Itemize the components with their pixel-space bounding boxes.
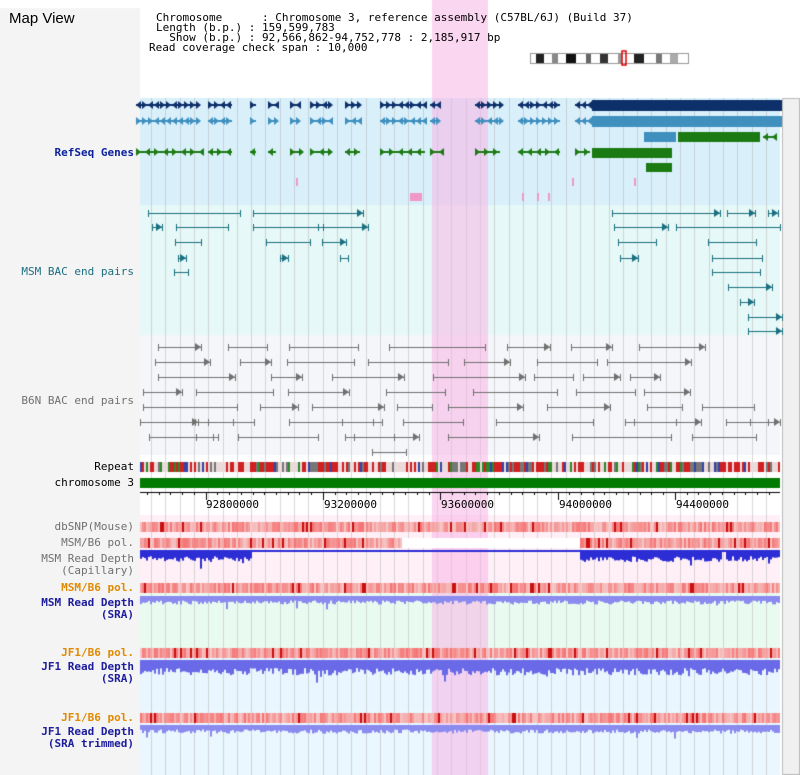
track-label-jf1-depth-sra-sub: (SRA) (100, 672, 134, 685)
track-label-msm-depth-cap-sub: (Capillary) (61, 564, 134, 577)
axis-tick-label: 94000000 (559, 498, 612, 511)
axis-tick-label: 94400000 (676, 498, 729, 511)
page-title: Map View (9, 10, 75, 27)
axis-tick-label: 93600000 (441, 498, 494, 511)
track-label-jf1-b6-pol-1[interactable]: JF1/B6 pol. (61, 646, 134, 659)
track-label-msm-depth-sra[interactable]: MSM Read Depth (41, 596, 134, 609)
track-label-refseq-genes[interactable]: RefSeq Genes (54, 146, 134, 159)
track-label-msm-depth-sra-sub: (SRA) (100, 608, 134, 621)
track-label-msm-depth-cap[interactable]: MSM Read Depth (41, 552, 134, 565)
track-label-jf1-depth-trim-sub: (SRA trimmed) (47, 737, 134, 750)
track-label-jf1-depth-trim[interactable]: JF1 Read Depth (41, 725, 134, 738)
track-label-msm-b6-pol-2[interactable]: MSM/B6 pol. (61, 581, 134, 594)
track-label-repeat: Repeat (94, 460, 134, 473)
axis-tick-label: 92800000 (206, 498, 259, 511)
track-label-msm-bac[interactable]: MSM BAC end pairs (21, 265, 134, 278)
track-label-jf1-depth-sra[interactable]: JF1 Read Depth (41, 660, 134, 673)
axis-tick-label: 93200000 (324, 498, 377, 511)
show-range-info: Show (b.p.) : 92,566,862-94,752,778 : 2,… (156, 31, 501, 44)
track-label-chromosome: chromosome 3 (54, 476, 134, 489)
track-label-b6n-bac[interactable]: B6N BAC end pairs (21, 394, 134, 407)
length-info: Length (b.p.) : 159,599,783 (156, 21, 335, 34)
coverage-span-info: Read coverage check span : 10,000 (149, 41, 368, 54)
chromosome-info: Chromosome : Chromosome 3, reference ass… (156, 11, 633, 24)
track-label-msm-b6-pol-1[interactable]: MSM/B6 pol. (61, 536, 134, 549)
track-label-jf1-b6-pol-2[interactable]: JF1/B6 pol. (61, 711, 134, 724)
track-label-dbsnp[interactable]: dbSNP(Mouse) (54, 520, 134, 533)
